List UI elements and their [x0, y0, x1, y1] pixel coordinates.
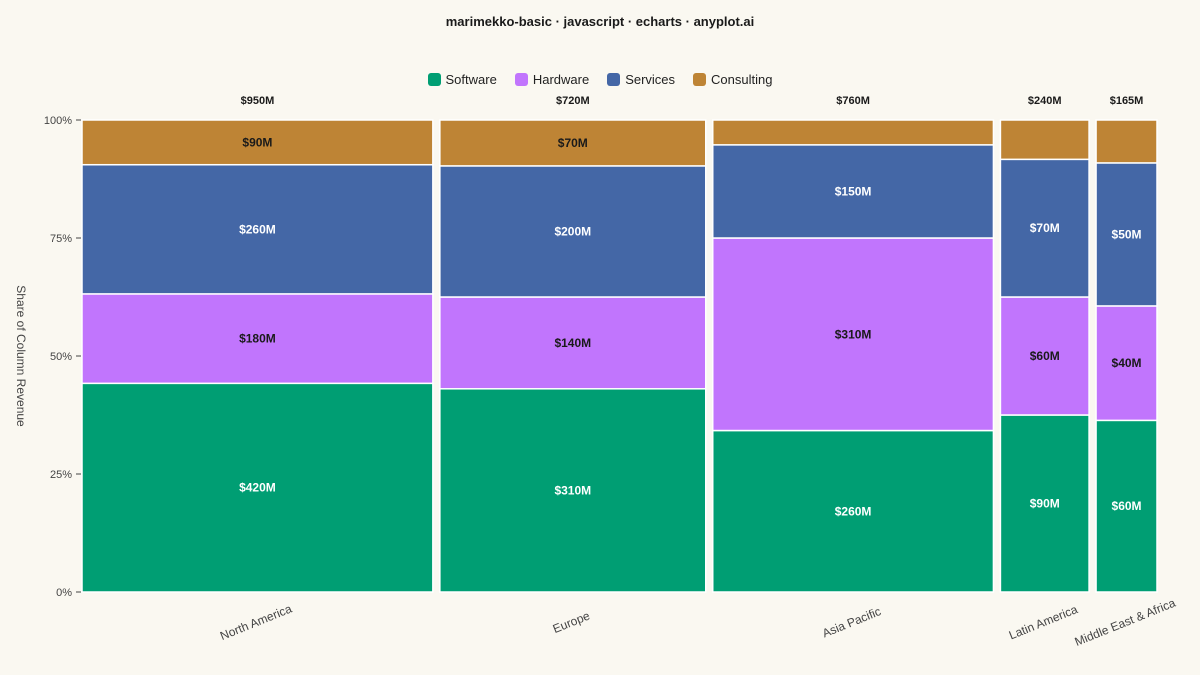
x-tick-label: Asia Pacific [820, 604, 883, 640]
y-tick-label: 100% [44, 115, 72, 127]
segment-consulting-latin-america [999, 119, 1090, 161]
segment-label: $260M [835, 504, 872, 518]
legend-swatch [693, 73, 707, 86]
segment-consulting-north-america [81, 119, 434, 166]
chart-title: marimekko-basic · javascript · echarts ·… [445, 14, 755, 29]
segment-consulting-middle-east-africa [1095, 119, 1158, 164]
segment-hardware-north-america [81, 293, 434, 385]
segment-services-europe [439, 165, 707, 298]
legend-label: Hardware [532, 72, 590, 87]
segment-software-middle-east-africa [1095, 419, 1158, 593]
y-tick-label: 75% [50, 233, 72, 245]
column-total-label: $240M [1028, 95, 1062, 107]
segment-services-asia-pacific [712, 144, 995, 239]
x-tick-label: North America [218, 601, 294, 643]
segment-label: $90M [1030, 497, 1060, 511]
legend-label: Consulting [711, 72, 773, 87]
y-tick-label: 0% [56, 587, 72, 599]
segment-services-north-america [81, 163, 434, 295]
x-tick-label: Latin America [1007, 602, 1080, 642]
legend-swatch [514, 73, 528, 86]
segment-label: $140M [554, 336, 591, 350]
legend: Software Hardware Services Consulting [0, 72, 1200, 87]
legend-item-consulting[interactable]: Consulting [693, 72, 772, 87]
segment-consulting-europe [439, 119, 707, 167]
segment-software-latin-america [999, 414, 1090, 593]
y-tick-label: 50% [50, 351, 72, 363]
legend-swatch [427, 73, 441, 86]
column-total-label: $760M [836, 95, 870, 107]
segment-label: $70M [1030, 221, 1060, 235]
segment-label: $200M [554, 224, 591, 238]
segment-label: $60M [1112, 499, 1142, 513]
legend-item-software[interactable]: Software [427, 72, 497, 87]
y-axis-label: Share of Column Revenue [14, 285, 28, 427]
column-total-label: $165M [1110, 95, 1144, 107]
segment-label: $420M [239, 481, 276, 495]
segment-software-north-america [81, 382, 434, 593]
legend-item-hardware[interactable]: Hardware [514, 72, 590, 87]
segment-label: $70M [558, 136, 588, 150]
legend-item-services[interactable]: Services [607, 72, 675, 87]
segment-consulting-asia-pacific [712, 119, 995, 146]
segment-label: $90M [242, 135, 272, 149]
segment-services-middle-east-africa [1095, 162, 1158, 307]
segment-hardware-latin-america [999, 296, 1090, 416]
legend-swatch [607, 73, 621, 86]
segment-label: $310M [835, 327, 872, 341]
segment-hardware-europe [439, 296, 707, 390]
legend-label: Services [625, 72, 676, 87]
segment-label: $50M [1112, 227, 1142, 241]
column-total-label: $950M [241, 95, 275, 107]
segment-label: $40M [1112, 356, 1142, 370]
legend-label: Software [445, 72, 497, 87]
y-tick-label: 25% [50, 469, 72, 481]
segment-label: $310M [554, 483, 591, 497]
segment-label: $260M [239, 222, 276, 236]
segment-hardware-asia-pacific [712, 237, 995, 432]
segment-services-latin-america [999, 158, 1090, 298]
segment-label: $150M [835, 184, 872, 198]
segment-label: $180M [239, 332, 276, 346]
segment-label: $60M [1030, 349, 1060, 363]
column-total-label: $720M [556, 95, 590, 107]
x-tick-label: Middle East & Africa [1073, 596, 1178, 649]
x-tick-label: Europe [551, 608, 592, 636]
segment-software-europe [439, 388, 707, 593]
segment-software-asia-pacific [712, 429, 995, 593]
